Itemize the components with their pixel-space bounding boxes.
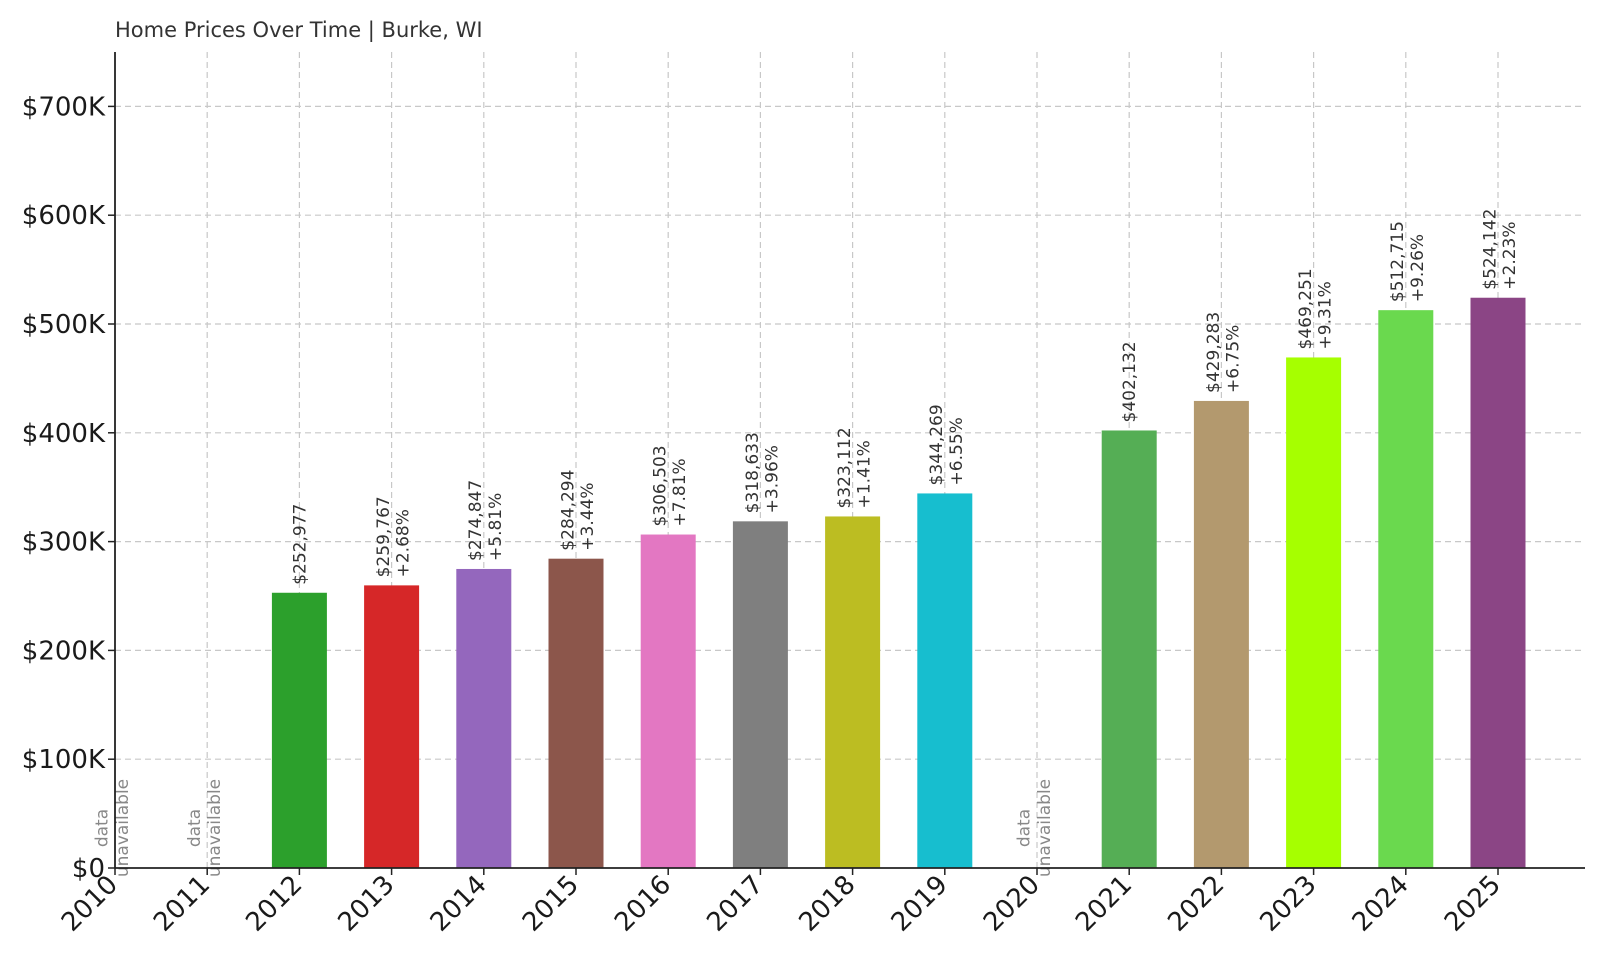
bar-price-text: $344,269 (927, 404, 947, 485)
bar-value-label: $306,503+7.81% (651, 445, 691, 526)
data-unavailable-label: dataunavailable (1015, 779, 1055, 877)
bar-change-text: +9.26% (1408, 234, 1428, 302)
bar (1193, 400, 1249, 868)
bar-price-text: $429,283 (1204, 312, 1224, 393)
bar (825, 516, 881, 868)
x-tick-label: 2012 (240, 870, 308, 938)
bar-price-text: $318,633 (743, 432, 763, 513)
bar-price-text: $323,112 (835, 427, 855, 508)
data-unavailable-line: data (1015, 809, 1035, 847)
bar-price-text: $512,715 (1388, 221, 1408, 302)
bar-change-text: +2.23% (1500, 221, 1520, 289)
bar-price-text: $402,132 (1120, 341, 1140, 422)
axes: $0 $100K $200K $300K $400K $500K $600K $700K 201… (22, 52, 1585, 938)
data-unavailable-label: dataunavailable (185, 779, 225, 877)
x-tick-label: 2021 (1070, 870, 1138, 938)
bar-change-text: +1.41% (855, 440, 875, 508)
bar-change-text: +9.31% (1316, 281, 1336, 349)
bar-change-text: +6.75% (1223, 325, 1243, 393)
bar-price-text: $284,294 (558, 470, 578, 551)
bar-change-text: +3.96% (762, 445, 782, 513)
chart-title: Home Prices Over Time | Burke, WI (115, 18, 483, 42)
bar (364, 585, 420, 868)
bar (548, 558, 604, 868)
y-tick-label: $500K (22, 310, 106, 340)
bar-change-text: +2.68% (394, 509, 414, 577)
bar-value-label: $284,294+3.44% (558, 470, 598, 551)
bar (271, 592, 327, 868)
bar-price-text: $306,503 (651, 445, 671, 526)
data-unavailable-line: data (93, 809, 113, 847)
y-tick-label: $400K (22, 419, 106, 449)
x-tick-label: 2020 (978, 870, 1046, 938)
x-tick-label: 2025 (1439, 870, 1507, 938)
data-unavailable-label: dataunavailable (93, 779, 133, 877)
bar (1286, 357, 1342, 868)
bar-value-label: $323,112+1.41% (835, 427, 875, 508)
x-tick-label: 2016 (609, 870, 677, 938)
bar (1101, 430, 1157, 868)
bar-value-label: $512,715+9.26% (1388, 221, 1428, 302)
bar-price-text: $469,251 (1296, 268, 1316, 349)
bar-price-text: $524,142 (1480, 209, 1500, 290)
y-tick-label: $700K (22, 92, 106, 122)
data-unavailable-line: unavailable (113, 779, 133, 877)
x-tick-label: 2022 (1162, 870, 1230, 938)
bar (456, 568, 512, 868)
bars (271, 297, 1526, 868)
bar (1378, 310, 1434, 868)
y-tick-label: $100K (22, 745, 106, 775)
x-tick-label: 2019 (886, 870, 954, 938)
x-tick-label: 2018 (794, 870, 862, 938)
bar-value-label: $524,142+2.23% (1480, 209, 1520, 290)
y-tick-label: $600K (22, 201, 106, 231)
bar-value-label: $429,283+6.75% (1204, 312, 1244, 393)
bar-value-label: $259,767+2.68% (374, 496, 414, 577)
bar (732, 521, 788, 868)
x-tick-label: 2014 (425, 870, 493, 938)
bar (917, 493, 973, 868)
bar-change-text: +7.81% (670, 458, 690, 526)
bar (640, 534, 696, 868)
y-tick-label: $300K (22, 528, 106, 558)
x-tick-label: 2023 (1255, 870, 1323, 938)
x-tick-label: 2013 (333, 870, 401, 938)
x-tick-label: 2015 (517, 870, 585, 938)
bar-value-label: $274,847+5.81% (466, 480, 506, 561)
data-unavailable-line: unavailable (1035, 779, 1055, 877)
x-tick-label: 2011 (148, 870, 216, 938)
bar-price-text: $252,977 (290, 504, 310, 585)
y-tick-label: $200K (22, 636, 106, 666)
bar-price-text: $274,847 (466, 480, 486, 561)
bar-value-label: $469,251+9.31% (1296, 268, 1336, 349)
bar-value-label: $252,977 (290, 504, 310, 585)
bar-value-label: $402,132 (1120, 341, 1140, 422)
bar-change-text: +6.55% (947, 417, 967, 485)
bar-value-label: $344,269+6.55% (927, 404, 967, 485)
x-tick-label: 2024 (1347, 870, 1415, 938)
bar-value-label: $318,633+3.96% (743, 432, 783, 513)
y-tick-label: $0 (72, 854, 105, 884)
data-unavailable-line: unavailable (205, 779, 225, 877)
x-tick-label: 2017 (701, 870, 769, 938)
bar (1470, 297, 1526, 868)
data-labels: dataunavailable dataunavailable$252,977 $2… (93, 209, 1520, 878)
bar-change-text: +3.44% (578, 482, 598, 550)
bar-change-text: +5.81% (486, 493, 506, 561)
bar-price-text: $259,767 (374, 496, 394, 577)
data-unavailable-line: data (185, 809, 205, 847)
